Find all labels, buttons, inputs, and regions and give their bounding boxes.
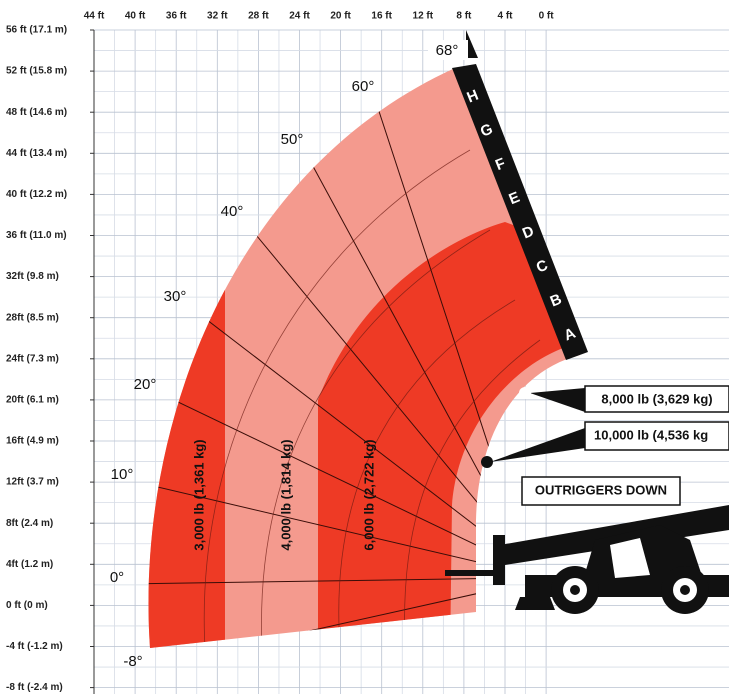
y-axis-label: 48 ft (14.6 m) bbox=[6, 107, 67, 118]
angle-line bbox=[184, 302, 521, 561]
y-axis-label: 4ft (1.2 m) bbox=[6, 559, 53, 570]
x-axis-label: 24 ft bbox=[289, 11, 310, 22]
callout-dot bbox=[481, 456, 493, 468]
y-axis-label: 16ft (4.9 m) bbox=[6, 436, 59, 447]
x-axis-label: 32 ft bbox=[207, 11, 228, 22]
angle-label: 30° bbox=[164, 288, 187, 305]
x-axis-label: 4 ft bbox=[498, 11, 514, 22]
angle-label: 60° bbox=[352, 78, 375, 95]
y-axis-label: 52 ft (15.8 m) bbox=[6, 66, 67, 77]
max-angle-label: 68° bbox=[436, 42, 459, 59]
x-axis-label: 40 ft bbox=[125, 11, 146, 22]
angle-line bbox=[154, 390, 521, 567]
reach-arcs bbox=[203, 149, 541, 648]
x-axis-label: 20 ft bbox=[330, 11, 351, 22]
angle-line bbox=[148, 480, 521, 573]
callout-pointer bbox=[490, 428, 585, 462]
y-axis-label: -8 ft (-2.4 m) bbox=[6, 682, 63, 693]
y-axis-label: -4 ft (-1.2 m) bbox=[6, 641, 63, 652]
angle-lines bbox=[148, 92, 521, 648]
y-axis-label: 44 ft (13.4 m) bbox=[6, 148, 67, 159]
angle-label: 0° bbox=[110, 569, 124, 586]
angle-label: 10° bbox=[111, 466, 134, 483]
angle-line bbox=[148, 583, 521, 648]
callout-dot bbox=[519, 387, 531, 399]
callout-label: 8,000 lb (3,629 kg) bbox=[601, 391, 712, 406]
x-axis-label: 44 ft bbox=[84, 11, 105, 22]
angle-line bbox=[241, 217, 521, 555]
y-axis-label: 12ft (3.7 m) bbox=[6, 477, 59, 488]
outriggers-box bbox=[521, 476, 681, 506]
boom bbox=[452, 64, 588, 360]
load-zone-label: 4,000 lb (1,814 kg) bbox=[278, 439, 293, 550]
callout-box bbox=[584, 385, 729, 413]
x-axis-label: 28 ft bbox=[248, 11, 269, 22]
y-axis-label: 36 ft (11.0 m) bbox=[6, 230, 67, 241]
angle-label: -8° bbox=[123, 653, 142, 670]
x-axis-label: 8 ft bbox=[456, 11, 472, 22]
angle-label: 40° bbox=[221, 203, 244, 220]
angle-line bbox=[148, 577, 521, 585]
load-zone-label: 3,000 lb (1,361 kg) bbox=[191, 439, 206, 550]
y-axis-label: 8ft (2.4 m) bbox=[6, 518, 53, 529]
y-axis-label: 20ft (6.1 m) bbox=[6, 395, 59, 406]
x-axis-label: 36 ft bbox=[166, 11, 187, 22]
callout-box bbox=[584, 421, 729, 451]
angle-box bbox=[428, 40, 468, 60]
y-axis-label: 0 ft (0 m) bbox=[6, 600, 48, 611]
y-axis-label: 32ft (9.8 m) bbox=[6, 271, 59, 282]
load-zone-label: 6,000 lb (2,722 kg) bbox=[361, 439, 376, 550]
x-axis-label: 16 ft bbox=[371, 11, 392, 22]
x-axis-label: 0 ft bbox=[539, 11, 555, 22]
x-axis-label: 12 ft bbox=[413, 11, 434, 22]
y-axis-label: 56 ft (17.1 m) bbox=[6, 25, 67, 36]
callout-pointer bbox=[530, 388, 585, 412]
y-axis-label: 28ft (8.5 m) bbox=[6, 312, 59, 323]
callout-label: 10,000 lb (4,536 kg bbox=[594, 427, 708, 442]
y-axis-label: 40 ft (12.2 m) bbox=[6, 189, 67, 200]
angle-label: 50° bbox=[281, 131, 304, 148]
telehandler-details bbox=[563, 538, 697, 602]
outriggers-label: OUTRIGGERS DOWN bbox=[535, 482, 667, 497]
y-axis-label: 24ft (7.3 m) bbox=[6, 353, 59, 364]
boom-tip bbox=[466, 30, 478, 58]
angle-label: 20° bbox=[134, 376, 157, 393]
